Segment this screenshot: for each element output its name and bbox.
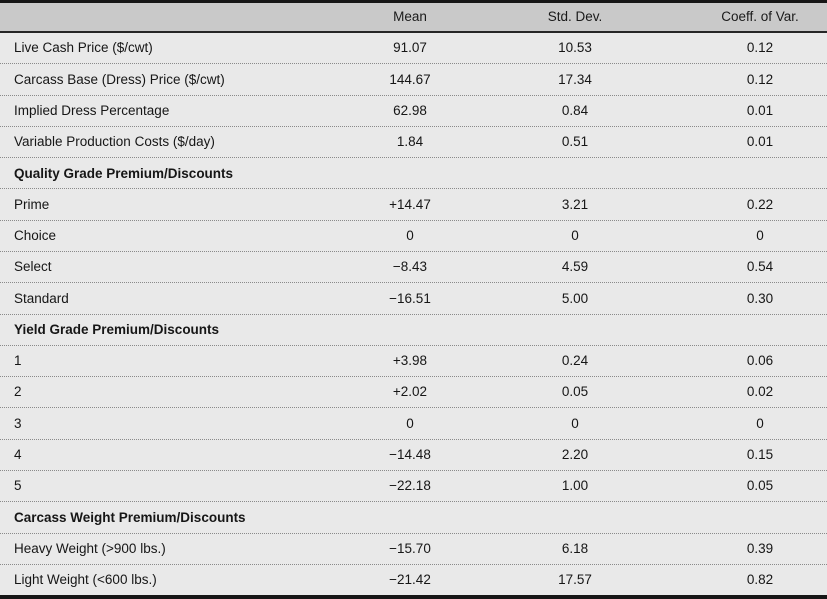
mean-value: 0 bbox=[406, 415, 414, 431]
std-dev-value: 0.84 bbox=[561, 102, 589, 118]
coeff-var-value: 0.15 bbox=[746, 447, 774, 463]
mean-value: −21.42 bbox=[389, 572, 431, 588]
row-label: Standard bbox=[14, 290, 69, 306]
table-row: Light Weight (<600 lbs.) −21.42 17.57 0.82 bbox=[0, 563, 827, 596]
mean-value: −22.18 bbox=[389, 478, 431, 494]
row-label: Live Cash Price ($/cwt) bbox=[14, 40, 153, 56]
std-dev-value: 2.20 bbox=[561, 447, 589, 463]
table-row: 5 −22.18 1.00 0.05 bbox=[0, 469, 827, 502]
row-label: Light Weight (<600 lbs.) bbox=[14, 572, 157, 588]
table-header-row: Mean Std. Dev. Coeff. of Var. bbox=[0, 3, 827, 33]
coeff-var-value: 0.30 bbox=[746, 290, 774, 306]
std-dev-value: 0.05 bbox=[561, 384, 589, 400]
coeff-var-value: 0 bbox=[756, 415, 764, 431]
section-header-row: Yield Grade Premium/Discounts bbox=[0, 313, 827, 345]
coeff-var-value: 0.39 bbox=[746, 540, 774, 556]
table-row: Prime +14.47 3.21 0.22 bbox=[0, 188, 827, 220]
coeff-var-value: 0.01 bbox=[746, 134, 774, 150]
coeff-var-value: 0.82 bbox=[746, 572, 774, 588]
section-title: Carcass Weight Premium/Discounts bbox=[14, 509, 246, 525]
column-header-mean: Mean bbox=[393, 9, 427, 25]
row-label: 2 bbox=[14, 384, 22, 400]
section-header-row: Carcass Weight Premium/Discounts bbox=[0, 501, 827, 533]
std-dev-value: 6.18 bbox=[561, 540, 589, 556]
mean-value: 0 bbox=[406, 228, 414, 244]
column-header-std-dev: Std. Dev. bbox=[547, 9, 603, 25]
mean-value: −16.51 bbox=[389, 290, 431, 306]
std-dev-value: 1.00 bbox=[561, 478, 589, 494]
mean-value: −14.48 bbox=[389, 447, 431, 463]
coeff-var-value: 0.54 bbox=[746, 259, 774, 275]
std-dev-value: 17.57 bbox=[558, 572, 592, 588]
row-label: 5 bbox=[14, 478, 22, 494]
mean-value: +14.47 bbox=[389, 196, 431, 212]
std-dev-value: 4.59 bbox=[561, 259, 589, 275]
std-dev-value: 3.21 bbox=[561, 196, 589, 212]
table-row: Live Cash Price ($/cwt) 91.07 10.53 0.12 bbox=[0, 33, 827, 64]
coeff-var-value: 0.12 bbox=[746, 40, 774, 56]
row-label: Variable Production Costs ($/day) bbox=[14, 134, 215, 150]
coeff-var-value: 0.05 bbox=[746, 478, 774, 494]
row-label: Heavy Weight (>900 lbs.) bbox=[14, 540, 166, 556]
row-label: Select bbox=[14, 259, 52, 275]
mean-value: +3.98 bbox=[392, 353, 428, 369]
mean-value: 62.98 bbox=[393, 102, 427, 118]
section-title: Yield Grade Premium/Discounts bbox=[14, 321, 220, 337]
table-row: 2 +2.02 0.05 0.02 bbox=[0, 376, 827, 408]
table-body: Live Cash Price ($/cwt) 91.07 10.53 0.12 Car… bbox=[0, 33, 827, 596]
coeff-var-value: 0.06 bbox=[746, 353, 774, 369]
mean-value: 144.67 bbox=[389, 71, 431, 87]
table-row: Implied Dress Percentage 62.98 0.84 0.01 bbox=[0, 94, 827, 126]
std-dev-value: 0.24 bbox=[561, 353, 589, 369]
section-title: Quality Grade Premium/Discounts bbox=[14, 165, 234, 181]
coeff-var-value: 0.01 bbox=[746, 102, 774, 118]
coeff-var-value: 0.22 bbox=[746, 196, 774, 212]
coeff-var-value: 0.02 bbox=[746, 384, 774, 400]
table-row: Select −8.43 4.59 0.54 bbox=[0, 250, 827, 283]
std-dev-value: 10.53 bbox=[558, 40, 592, 56]
coeff-var-value: 0 bbox=[756, 228, 764, 244]
std-dev-value: 5.00 bbox=[561, 290, 589, 306]
row-label: 1 bbox=[14, 353, 22, 369]
std-dev-value: 0 bbox=[571, 415, 579, 431]
std-dev-value: 0 bbox=[571, 228, 579, 244]
mean-value: −15.70 bbox=[389, 540, 431, 556]
table-row: Carcass Base (Dress) Price ($/cwt) 144.67… bbox=[0, 63, 827, 95]
row-label: Implied Dress Percentage bbox=[14, 102, 170, 118]
std-dev-value: 17.34 bbox=[558, 71, 592, 87]
coeff-var-value: 0.12 bbox=[746, 71, 774, 87]
section-header-row: Quality Grade Premium/Discounts bbox=[0, 157, 827, 189]
column-header-coeff-var: Coeff. of Var. bbox=[721, 9, 799, 25]
row-label: Carcass Base (Dress) Price ($/cwt) bbox=[14, 71, 225, 87]
table-row: Variable Production Costs ($/day) 1.84 0.5… bbox=[0, 125, 827, 158]
row-label: Choice bbox=[14, 228, 57, 244]
table-row: Heavy Weight (>900 lbs.) −15.70 6.18 0.39 bbox=[0, 532, 827, 564]
row-label: Prime bbox=[14, 196, 50, 212]
mean-value: 91.07 bbox=[393, 40, 427, 56]
mean-value: 1.84 bbox=[396, 134, 424, 150]
table-row: Standard −16.51 5.00 0.30 bbox=[0, 282, 827, 314]
std-dev-value: 0.51 bbox=[561, 134, 589, 150]
table-row: 1 +3.98 0.24 0.06 bbox=[0, 344, 827, 377]
table-row: Choice 0 0 0 bbox=[0, 219, 827, 251]
table-row: 4 −14.48 2.20 0.15 bbox=[0, 438, 827, 470]
mean-value: +2.02 bbox=[392, 384, 428, 400]
row-label: 4 bbox=[14, 447, 22, 463]
mean-value: −8.43 bbox=[392, 259, 428, 275]
table-row: 3 0 0 0 bbox=[0, 407, 827, 439]
row-label: 3 bbox=[14, 415, 22, 431]
